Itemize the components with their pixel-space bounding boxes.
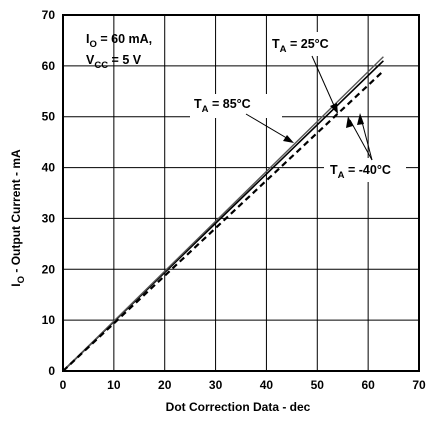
arrow-25c — [311, 55, 337, 111]
x-tick-label: 50 — [311, 378, 325, 392]
y-tick-label: 70 — [42, 8, 56, 22]
series-lines — [62, 56, 385, 372]
label-bg-25c — [268, 32, 360, 56]
x-axis-label: Dot Correction Data - dec — [166, 400, 311, 414]
x-tick-label: 30 — [209, 378, 223, 392]
x-tick-label: 20 — [158, 378, 172, 392]
arrowhead-minus40c-a — [346, 116, 353, 128]
series-line-ta-85c — [62, 56, 384, 372]
label-ta-25c: TA = 25°C — [272, 37, 329, 55]
series-line-ta-minus40c — [62, 70, 385, 372]
x-tick-label: 60 — [361, 378, 375, 392]
y-tick-label: 60 — [42, 59, 56, 73]
arrow-85c — [245, 113, 291, 141]
condition-current: IO = 60 mA, — [86, 32, 152, 50]
y-tick-label: 0 — [48, 364, 55, 378]
y-tick-label: 40 — [42, 161, 56, 175]
arrowhead-25c — [330, 103, 338, 114]
x-tick-label: 10 — [107, 378, 121, 392]
condition-voltage: VCC = 5 V — [86, 53, 142, 71]
y-tick-label: 50 — [42, 110, 56, 124]
x-tick-labels: 0 10 20 30 40 50 60 70 — [60, 378, 426, 392]
arrow-minus40c-b — [360, 117, 373, 161]
grid — [63, 15, 419, 371]
y-tick-label: 30 — [42, 211, 56, 225]
arrowhead-minus40c-b — [357, 113, 364, 125]
label-bg-85c — [190, 94, 282, 118]
plot-frame — [62, 14, 420, 372]
x-tick-label: 40 — [260, 378, 274, 392]
label-ta-minus40c: TA = -40°C — [330, 163, 391, 181]
arrow-minus40c-a — [349, 119, 373, 161]
x-tick-label: 0 — [60, 378, 67, 392]
y-tick-label: 20 — [42, 262, 56, 276]
arrowhead-85c — [283, 135, 294, 143]
y-axis-label: IO - Output Current - mA — [9, 149, 27, 287]
label-ta-85c: TA = 85°C — [194, 97, 251, 115]
label-bg-minus40c — [324, 158, 406, 182]
y-tick-labels: 0 10 20 30 40 50 60 70 — [42, 8, 56, 378]
x-tick-label: 70 — [412, 378, 426, 392]
y-tick-label: 10 — [42, 313, 56, 327]
